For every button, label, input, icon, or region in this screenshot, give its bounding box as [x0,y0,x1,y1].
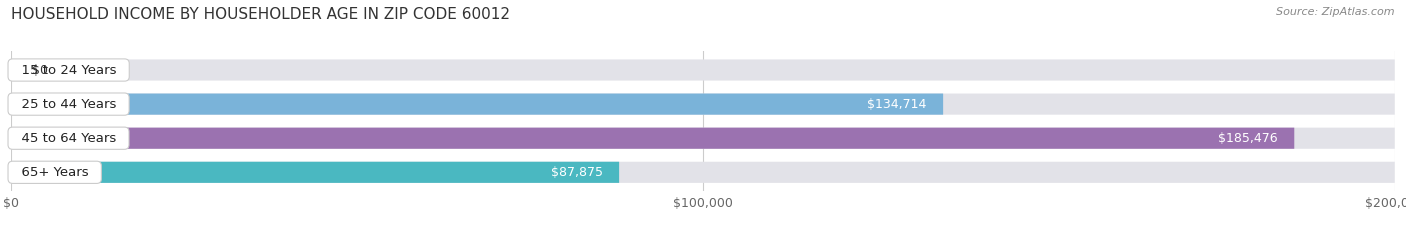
FancyBboxPatch shape [11,128,1395,149]
FancyBboxPatch shape [11,162,619,183]
Text: $0: $0 [32,64,48,76]
Text: $134,714: $134,714 [868,98,927,111]
Text: HOUSEHOLD INCOME BY HOUSEHOLDER AGE IN ZIP CODE 60012: HOUSEHOLD INCOME BY HOUSEHOLDER AGE IN Z… [11,7,510,22]
Text: 25 to 44 Years: 25 to 44 Years [13,98,125,111]
Text: $87,875: $87,875 [551,166,603,179]
FancyBboxPatch shape [11,93,943,115]
Text: 15 to 24 Years: 15 to 24 Years [13,64,125,76]
FancyBboxPatch shape [11,128,1295,149]
Text: Source: ZipAtlas.com: Source: ZipAtlas.com [1277,7,1395,17]
FancyBboxPatch shape [11,59,1395,81]
Text: 65+ Years: 65+ Years [13,166,97,179]
Text: $185,476: $185,476 [1218,132,1278,145]
FancyBboxPatch shape [11,93,1395,115]
FancyBboxPatch shape [11,162,1395,183]
Text: 45 to 64 Years: 45 to 64 Years [13,132,124,145]
